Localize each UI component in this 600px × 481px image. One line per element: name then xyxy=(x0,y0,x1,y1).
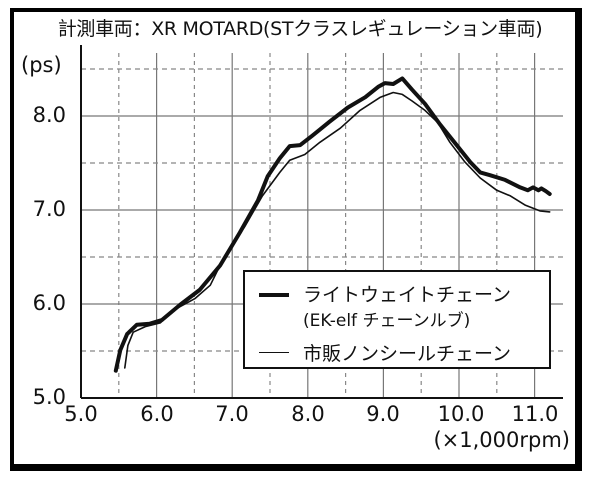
legend: ライトウェイトチェーン (EK-elf チェーンルブ) 市販ノンシールチェーン xyxy=(243,270,551,369)
axes xyxy=(80,45,563,399)
y-tick-label: 6.0 xyxy=(32,291,66,315)
legend-item-label: 市販ノンシールチェーン xyxy=(303,343,512,365)
legend-item-sublabel: (EK-elf チェーンルブ) xyxy=(303,311,471,331)
x-tick-label: 10.0 xyxy=(437,402,485,426)
y-tick-label: 7.0 xyxy=(32,197,66,221)
x-tick-label: 7.0 xyxy=(215,402,249,426)
x-tick-label: 8.0 xyxy=(291,402,325,426)
x-tick-label: 6.0 xyxy=(140,402,174,426)
x-tick-label: 5.0 xyxy=(64,402,98,426)
y-axis-unit: (ps) xyxy=(21,53,62,77)
chart-frame xyxy=(10,8,582,471)
x-tick-label: 9.0 xyxy=(366,402,400,426)
y-tick-label: 5.0 xyxy=(32,385,66,409)
legend-item-label: ライトウェイトチェーン xyxy=(303,284,512,306)
legend-thin-line-icon xyxy=(259,352,289,353)
legend-thick-line-icon xyxy=(259,293,289,297)
chart-title: 計測車両：XR MOTARD(STクラスレギュレーション車両) xyxy=(57,18,543,40)
series-non-seal-chain xyxy=(124,91,551,369)
series-lightweight-chain xyxy=(113,76,552,373)
data-series xyxy=(113,76,552,373)
y-tick-label: 8.0 xyxy=(32,103,66,127)
x-axis-unit: (×1,000rpm) xyxy=(433,428,570,452)
x-tick-label: 11.0 xyxy=(511,402,559,426)
